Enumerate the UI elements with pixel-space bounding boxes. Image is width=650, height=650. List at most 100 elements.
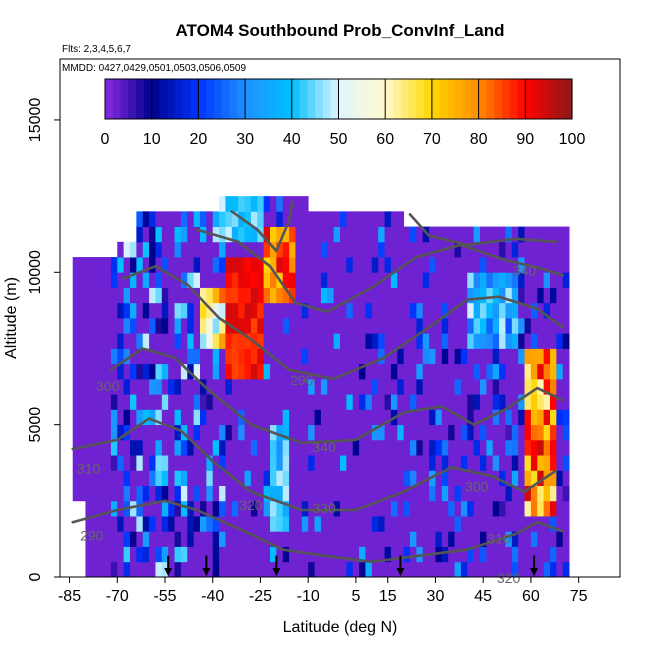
heatmap-cell [263,272,271,288]
colorbar: 0 10 20 30 40 50 60 70 80 90 100 [101,78,585,148]
heatmap-cell [511,378,519,395]
heatmap-cell [149,226,156,243]
heatmap-cell [123,241,131,258]
heatmap-cell [333,257,341,273]
heatmap-cell [365,409,373,426]
heatmap-cell [505,348,513,365]
heatmap-cell [435,257,443,273]
heatmap-cell [460,470,468,486]
heatmap-cell [219,272,226,288]
heatmap-cell [257,241,265,258]
heatmap-cell [530,333,538,349]
heatmap-cell [397,500,405,517]
heatmap-cell [460,287,468,304]
heatmap-cell [537,531,545,547]
heatmap-cell [371,455,379,471]
heatmap-cell [314,348,322,365]
heatmap-cell [371,363,379,380]
heatmap-cell [180,333,188,349]
heatmap-cell [187,318,195,334]
heatmap-cell [193,485,201,502]
heatmap-cell [511,516,519,532]
heatmap-cell [543,272,551,288]
heatmap-cell [174,363,182,380]
heatmap-cell [422,394,430,410]
heatmap-cell [244,348,252,365]
heatmap-cell [333,348,341,365]
heatmap-cell [460,394,468,410]
heatmap-cell [410,546,417,563]
heatmap-cell [359,226,366,243]
heatmap-cell [289,561,296,578]
heatmap-cell [91,439,99,456]
heatmap-cell [231,409,239,426]
heatmap-cell [562,394,570,410]
heatmap-cell [155,363,163,380]
heatmap-cell [244,485,252,502]
heatmap-cell [91,409,99,426]
heatmap-cell [340,272,347,288]
heatmap-cell [486,531,494,547]
heatmap-cell [98,257,105,273]
heatmap-cell [200,302,207,319]
heatmap-cell [378,363,385,380]
colorbar-tick-label: 70 [423,131,441,148]
heatmap-cell [289,333,296,349]
heatmap-cell [441,439,449,456]
heatmap-cell [473,272,481,288]
heatmap-cell [295,226,303,243]
heatmap-cell [346,333,354,349]
colorbar-segment [198,79,207,119]
colorbar-segment [268,79,277,119]
heatmap-cell [301,196,309,212]
heatmap-cell [359,348,366,365]
heatmap-cell [410,516,417,532]
heatmap-cell [346,546,354,563]
heatmap-cell [365,500,373,517]
heatmap-cell [537,561,545,578]
colorbar-segment [330,79,340,119]
heatmap-cell [212,546,220,563]
heatmap-cell [397,302,405,319]
heatmap-cell [219,226,226,243]
heatmap-cell [136,226,144,243]
heatmap-cell [340,287,347,304]
heatmap-cell [104,531,112,547]
contour-line [109,347,564,445]
heatmap-cell [410,241,417,258]
heatmap-cell [378,439,385,456]
heatmap-cell [206,546,214,563]
heatmap-cell [206,272,214,288]
heatmap-cell [91,363,99,380]
heatmap-cell [378,500,385,517]
heatmap-cell [104,378,112,395]
heatmap-cell [314,439,322,456]
heatmap-cell [155,394,163,410]
heatmap-cell [327,378,335,395]
heatmap-cell [390,439,398,456]
heatmap-cell [359,409,366,426]
heatmap-cell [480,424,487,441]
heatmap-cell [289,378,296,395]
heatmap-cell [123,455,131,471]
heatmap-cell [467,272,475,288]
heatmap-cell [429,409,436,426]
heatmap-cell [212,500,220,517]
heatmap-cell [537,455,545,471]
heatmap-cell [441,333,449,349]
heatmap-cell [473,500,481,517]
heatmap-cell [270,196,277,212]
heatmap-cell [98,455,105,471]
heatmap-cell [219,257,226,273]
heatmap-cell [130,363,137,380]
heatmap-cell [556,455,564,471]
heatmap-cell [486,241,494,258]
x-tick-label: -85 [58,588,81,605]
heatmap-cell [429,333,436,349]
heatmap-cell [149,363,156,380]
heatmap-cell [136,363,144,380]
heatmap-cell [301,378,309,395]
heatmap-cell [416,272,424,288]
heatmap-cell [263,348,271,365]
heatmap-cell [460,439,468,456]
